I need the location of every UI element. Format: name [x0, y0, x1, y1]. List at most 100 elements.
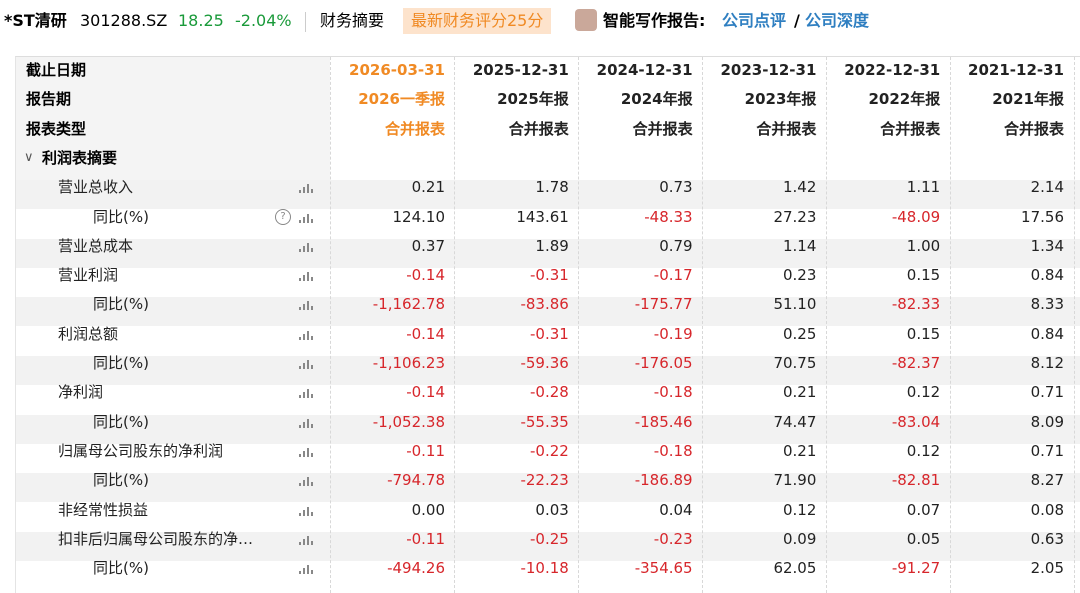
value-cell: -0.18 [653, 441, 693, 460]
link-separator: / [794, 11, 800, 30]
value-cell: 2.14 [1030, 178, 1064, 197]
value-cell: 51.10 [773, 295, 817, 314]
value-cell: -1,162.78 [372, 295, 445, 314]
column-divider [702, 57, 703, 593]
value-cell: 0.21 [783, 383, 817, 402]
chart-icon[interactable] [299, 241, 313, 252]
chart-icon[interactable] [299, 329, 313, 340]
row-bg [16, 356, 1080, 385]
value-cell: -55.35 [520, 412, 569, 431]
value-cell: 1.14 [783, 236, 817, 255]
value-cell: 0.12 [783, 500, 817, 519]
chart-icon[interactable] [299, 505, 313, 516]
icon-bar [299, 307, 301, 311]
chart-icon[interactable] [299, 417, 313, 428]
icon-bar [311, 189, 313, 194]
icon-bar [307, 447, 309, 457]
chart-icon[interactable] [299, 387, 313, 399]
chart-icon[interactable] [299, 270, 313, 282]
score-badge[interactable]: 最新财务评分25分 [403, 8, 552, 34]
chart-icon[interactable] [299, 563, 313, 575]
header-cell: 合并报表 [880, 119, 941, 138]
header-label: 报表类型 [26, 119, 87, 138]
tab[interactable]: 财务摘要 [320, 11, 385, 30]
value-cell: 62.05 [773, 559, 817, 578]
row-label: 同比(%) [93, 412, 149, 431]
header-cell: 合并报表 [384, 119, 445, 138]
row-bg [16, 180, 1080, 210]
link[interactable]: 公司深度 [805, 11, 870, 30]
row-label: 同比(%) [93, 559, 149, 578]
row-bg [16, 414, 1080, 444]
chart-icon[interactable] [299, 299, 313, 311]
icon-bar [299, 483, 301, 487]
column-divider [454, 57, 455, 593]
report-label: 智能写作报告: [603, 11, 706, 30]
row-bg [16, 531, 1080, 561]
value-cell: -82.33 [891, 295, 941, 314]
help-icon[interactable]: ? [275, 208, 291, 225]
chart-icon[interactable] [299, 534, 313, 545]
icon-bar [303, 450, 305, 457]
chart-icon[interactable] [299, 212, 313, 223]
chart-icon[interactable] [299, 446, 313, 457]
header-cell: 合并报表 [632, 119, 693, 138]
value-cell: -91.27 [891, 559, 941, 578]
value-cell: 0.12 [906, 383, 941, 402]
value-cell: 0.03 [535, 500, 569, 519]
value-cell: -22.23 [520, 471, 569, 490]
value-cell: 1.00 [906, 236, 941, 255]
icon-bar [299, 190, 301, 194]
value-cell: -0.31 [530, 324, 569, 343]
value-cell: 0.09 [783, 529, 817, 548]
value-cell: -83.04 [891, 412, 941, 431]
value-cell: 0.23 [783, 266, 817, 285]
value-cell: 0.21 [783, 441, 817, 460]
icon-bar [307, 242, 309, 252]
column-divider [950, 57, 951, 593]
icon-bar [307, 565, 309, 575]
link[interactable]: 公司点评 [722, 11, 787, 30]
header-cell: 2022年报 [868, 90, 941, 109]
header-cell: 合并报表 [1003, 119, 1064, 138]
chart-icon[interactable] [299, 475, 313, 487]
value-cell: -186.89 [634, 471, 693, 490]
value-cell: 1.42 [783, 178, 817, 197]
collapse-arrow[interactable]: ∨ [24, 149, 34, 165]
value-cell: -48.09 [891, 207, 941, 226]
row-label: 扣非后归属母公司股东的净… [58, 529, 254, 548]
column-divider [826, 57, 827, 593]
icon-bar [307, 535, 309, 545]
header-cell: 2025-12-31 [472, 61, 569, 79]
value-cell: -0.11 [406, 441, 445, 460]
value-cell: 0.21 [411, 178, 445, 197]
chart-icon[interactable] [299, 358, 313, 369]
chart-icon[interactable] [299, 182, 313, 194]
icon-bar [311, 511, 313, 516]
value-cell: 0.63 [1030, 529, 1064, 548]
header-label: 截止日期 [26, 61, 87, 79]
value-cell: 0.84 [1030, 324, 1064, 343]
header-cell: 2021-12-31 [968, 61, 1064, 79]
value-cell: 0.71 [1030, 383, 1064, 402]
top-bar: *ST清研 301288.SZ 18.25 -2.04% 财务摘要 最新财务评分… [0, 0, 1080, 42]
row-label: 同比(%) [93, 295, 149, 314]
icon-bar [299, 278, 301, 282]
value-cell: -83.86 [520, 295, 569, 314]
icon-bar [299, 512, 301, 516]
value-cell: 70.75 [773, 354, 817, 372]
icon-bar [307, 418, 309, 428]
value-cell: 1.89 [535, 236, 569, 255]
value-cell: -1,052.38 [372, 412, 445, 431]
value-cell: 0.15 [906, 266, 941, 285]
icon-bar [307, 477, 309, 487]
value-cell: 2.05 [1030, 559, 1064, 578]
value-cell: -0.14 [406, 324, 445, 343]
value-cell: 0.05 [906, 529, 941, 548]
value-cell: -0.22 [530, 441, 569, 460]
divider [305, 12, 306, 32]
icon-bar [311, 540, 313, 545]
header-cell: 合并报表 [756, 119, 817, 138]
value-cell: 8.09 [1030, 412, 1064, 431]
row-label: 同比(%) [93, 471, 149, 490]
